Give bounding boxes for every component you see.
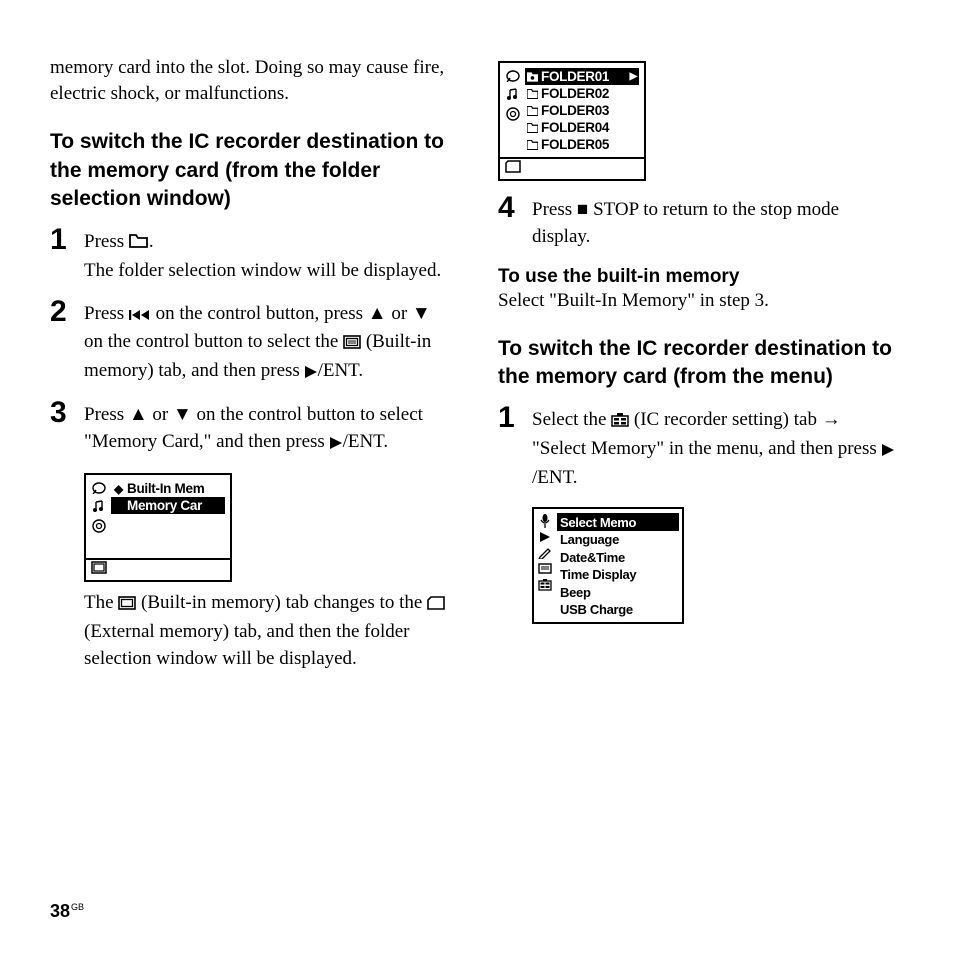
row-label: FOLDER03 (541, 103, 609, 118)
step-number: 1 (50, 225, 78, 255)
row-label: Beep (560, 585, 591, 600)
builtin-memory-icon (343, 331, 361, 358)
lcd-row-language: Language (557, 531, 679, 549)
step-number: 4 (498, 193, 526, 223)
page-number: 38GB (50, 901, 84, 922)
step-4: 4 Press ■ STOP to return to the stop mod… (498, 197, 898, 250)
lcd-row-beep: Beep (557, 583, 679, 601)
step-body: Press ■ STOP to return to the stop mode … (532, 197, 898, 250)
lcd-row-timedisplay: Time Display (557, 566, 679, 584)
lcd-row-memorycard: Memory Car (111, 497, 225, 514)
lcd-tab-column (91, 480, 107, 554)
page-num-value: 38 (50, 901, 70, 921)
music-tab-icon (91, 500, 106, 513)
step-number: 1 (498, 403, 526, 433)
step1-pre: Press (84, 231, 129, 252)
podcast-tab-icon (505, 107, 520, 120)
voice-tab-icon (505, 69, 520, 82)
step-1: 1 Press . The folder selection window wi… (50, 229, 450, 284)
prev-track-icon (129, 303, 151, 330)
lcd-row-folder04: FOLDER04 (525, 119, 639, 136)
folder-icon (527, 123, 538, 133)
row-label: FOLDER04 (541, 120, 609, 135)
right-column: FOLDER01 ▶ FOLDER02 FOLDER03 FOLDER04 FOL… (498, 55, 898, 672)
folder-icon (129, 231, 149, 258)
folder-icon (527, 140, 538, 150)
lcd-row-select-memory: Select Memo (557, 513, 679, 531)
post-figure-text: The (Built-in memory) tab changes to the… (84, 590, 450, 672)
lcd-row-builtin: ◆Built-In Mem (111, 480, 225, 497)
step-1-menu: 1 Select the (IC recorder setting) tab →… (498, 407, 898, 491)
row-label: Select Memo (560, 515, 636, 530)
step-2: 2 Press on the control button, press ▲ o… (50, 301, 450, 387)
step-body: Press ▲ or ▼ on the control button to se… (84, 402, 450, 457)
row-label: Built-In Mem (127, 481, 204, 496)
step-number: 3 (50, 398, 78, 428)
row-label: FOLDER05 (541, 137, 609, 152)
left-column: memory card into the slot. Doing so may … (50, 55, 450, 672)
podcast-tab-icon (91, 519, 106, 532)
page-region: GB (71, 902, 84, 912)
lcd-row-folder02: FOLDER02 (525, 85, 639, 102)
lcd-row-datetime: Date&Time (557, 548, 679, 566)
row-label: USB Charge (560, 602, 633, 617)
builtin-memory-icon (118, 592, 136, 619)
lcd-folder-list: FOLDER01 ▶ FOLDER02 FOLDER03 FOLDER04 FOL… (498, 61, 646, 181)
lcd-row-usbcharge: USB Charge (557, 601, 679, 619)
play-icon (305, 360, 318, 387)
step-number: 2 (50, 297, 78, 327)
row-label: Language (560, 532, 619, 547)
settings-tab-icon (537, 578, 552, 591)
step-body: Select the (IC recorder setting) tab → "… (532, 407, 898, 491)
step-body: Press on the control button, press ▲ or … (84, 301, 450, 387)
lcd-bottom-bar (86, 558, 230, 580)
lcd-folder-rows: FOLDER01 ▶ FOLDER02 FOLDER03 FOLDER04 FOL… (525, 68, 639, 153)
play-icon (882, 438, 895, 465)
mic-tab-icon (537, 514, 552, 527)
lcd-row-folder01: FOLDER01 ▶ (525, 68, 639, 85)
row-label: Date&Time (560, 550, 625, 565)
external-memory-icon (505, 160, 521, 178)
step1-body2: The folder selection window will be disp… (84, 260, 441, 281)
music-tab-icon (505, 88, 520, 101)
row-label: FOLDER02 (541, 86, 609, 101)
lcd-tab-column (537, 513, 553, 618)
voice-tab-icon (91, 481, 106, 494)
folder-icon (527, 89, 538, 99)
step-3: 3 Press ▲ or ▼ on the control button to … (50, 402, 450, 457)
external-memory-icon (427, 592, 445, 619)
row-label: Time Display (560, 567, 636, 582)
caret-right-icon: ▶ (630, 71, 637, 82)
lcd-memory-selection: ◆Built-In Mem Memory Car (84, 473, 232, 582)
row-label: Memory Car (127, 498, 202, 513)
play-icon (330, 431, 343, 458)
lcd-bottom-bar (500, 157, 644, 179)
intro-paragraph: memory card into the slot. Doing so may … (50, 55, 450, 106)
diamond-icon: ◆ (113, 483, 124, 495)
lcd-menu: Select Memo Language Date&Time Time Disp… (532, 507, 684, 624)
settings-tab-icon (611, 409, 629, 436)
lcd-memory-list: ◆Built-In Mem Memory Car (111, 480, 225, 554)
lcd-tab-column (505, 68, 521, 153)
row-label: FOLDER01 (541, 69, 609, 84)
lcd-menu-rows: Select Memo Language Date&Time Time Disp… (557, 513, 679, 618)
lcd-row-folder03: FOLDER03 (525, 102, 639, 119)
lcd-row-folder05: FOLDER05 (525, 136, 639, 153)
subbody-builtin: Select "Built-In Memory" in step 3. (498, 288, 898, 315)
heading-switch-from-folder: To switch the IC recorder destination to… (50, 128, 450, 213)
builtin-memory-icon (91, 561, 107, 579)
heading-switch-from-menu: To switch the IC recorder destination to… (498, 335, 898, 392)
edit-tab-icon (537, 546, 552, 559)
play-tab-icon (537, 530, 552, 543)
step-body: Press . The folder selection window will… (84, 229, 450, 284)
voice-folder-icon (527, 72, 538, 82)
subheading-builtin: To use the built-in memory (498, 266, 898, 288)
folder-icon (527, 106, 538, 116)
display-tab-icon (537, 562, 552, 575)
step1-post: . (149, 231, 154, 252)
